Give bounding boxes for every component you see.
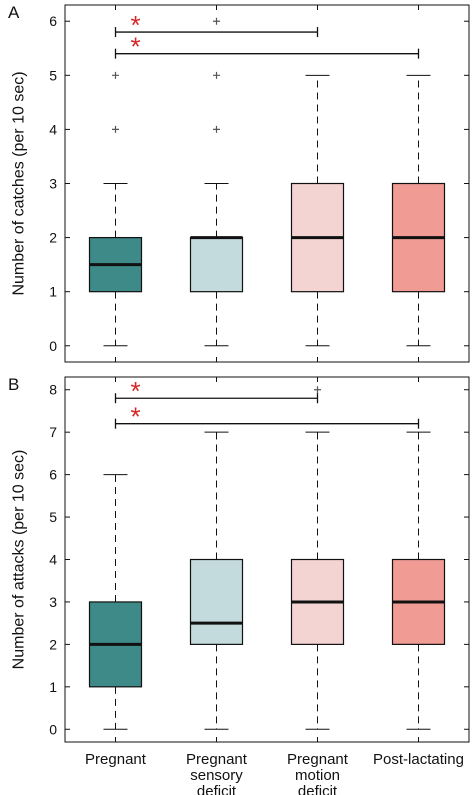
x-category-label: Pregnant bbox=[85, 751, 147, 768]
panel-B: 0 1 2 3 4 5 6 7 8 Number of attacks (per 10 sec) B… bbox=[8, 375, 470, 795]
box-1 bbox=[189, 431, 244, 730]
panel-A: 0 1 2 3 4 5 6 Number of catches (per 10 sec) A ** bbox=[8, 3, 470, 363]
x-category-label: Pregnant motion deficit bbox=[287, 751, 349, 795]
y-tick-label: 2 bbox=[49, 230, 57, 246]
panel-label: B bbox=[8, 375, 19, 394]
x-category-label: Pregnant sensory deficit bbox=[186, 751, 248, 795]
y-tick-label: 5 bbox=[49, 67, 57, 83]
box-2 bbox=[290, 74, 345, 347]
outlier-marker bbox=[213, 71, 220, 79]
y-tick-label: 3 bbox=[49, 594, 57, 610]
significance-star: * bbox=[130, 32, 140, 62]
outlier-marker bbox=[112, 71, 119, 79]
box-0 bbox=[88, 474, 143, 730]
panel-label: A bbox=[8, 3, 20, 22]
box-3 bbox=[391, 74, 446, 347]
y-tick-label: 6 bbox=[49, 467, 57, 483]
iqr-box bbox=[189, 236, 244, 293]
iqr-box bbox=[189, 558, 244, 645]
box-0 bbox=[88, 71, 143, 347]
outlier-marker bbox=[314, 386, 321, 394]
y-tick-label: 3 bbox=[49, 176, 57, 192]
significance-bracket: * bbox=[114, 10, 319, 40]
significance-star: * bbox=[130, 402, 140, 432]
significance-bracket: * bbox=[114, 376, 319, 406]
y-tick-label: 5 bbox=[49, 509, 57, 525]
significance-star: * bbox=[130, 376, 140, 406]
y-tick-label: 8 bbox=[49, 382, 57, 398]
y-tick-label: 0 bbox=[49, 721, 57, 737]
outlier-marker bbox=[213, 17, 220, 25]
significance-bracket: * bbox=[114, 402, 420, 432]
y-axis-label: Number of attacks (per 10 sec) bbox=[11, 450, 28, 670]
significance-star: * bbox=[130, 10, 140, 40]
significance-bracket: * bbox=[114, 32, 420, 62]
y-tick-label: 0 bbox=[49, 338, 57, 354]
box-1 bbox=[189, 17, 244, 347]
y-tick-label: 1 bbox=[49, 284, 57, 300]
y-tick-label: 7 bbox=[49, 424, 57, 440]
box-3 bbox=[391, 431, 446, 730]
outlier-marker bbox=[112, 125, 119, 133]
y-tick-label: 4 bbox=[49, 552, 57, 568]
y-tick-label: 2 bbox=[49, 636, 57, 652]
box-2 bbox=[290, 386, 345, 730]
outlier-marker bbox=[213, 125, 220, 133]
y-tick-label: 6 bbox=[49, 13, 57, 29]
y-tick-label: 4 bbox=[49, 121, 57, 137]
y-axis-label: Number of catches (per 10 sec) bbox=[11, 71, 28, 295]
x-category-label: Post-lactating bbox=[373, 751, 464, 768]
y-tick-label: 1 bbox=[49, 679, 57, 695]
